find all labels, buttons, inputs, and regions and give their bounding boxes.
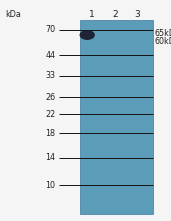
Text: 3: 3 bbox=[134, 10, 140, 19]
Text: 44: 44 bbox=[46, 51, 56, 59]
Text: 26: 26 bbox=[45, 93, 56, 101]
Ellipse shape bbox=[80, 30, 95, 40]
Text: 1: 1 bbox=[89, 10, 94, 19]
Text: 10: 10 bbox=[46, 181, 56, 189]
Text: 22: 22 bbox=[45, 109, 56, 118]
Text: 70: 70 bbox=[45, 25, 56, 34]
Text: kDa: kDa bbox=[5, 10, 21, 19]
Text: 65kDa: 65kDa bbox=[155, 29, 171, 38]
Text: 60kDa: 60kDa bbox=[155, 38, 171, 46]
Text: 2: 2 bbox=[113, 10, 118, 19]
Text: 18: 18 bbox=[46, 128, 56, 137]
Bar bbox=[80, 20, 153, 214]
Text: 14: 14 bbox=[46, 154, 56, 162]
Text: 33: 33 bbox=[46, 72, 56, 80]
